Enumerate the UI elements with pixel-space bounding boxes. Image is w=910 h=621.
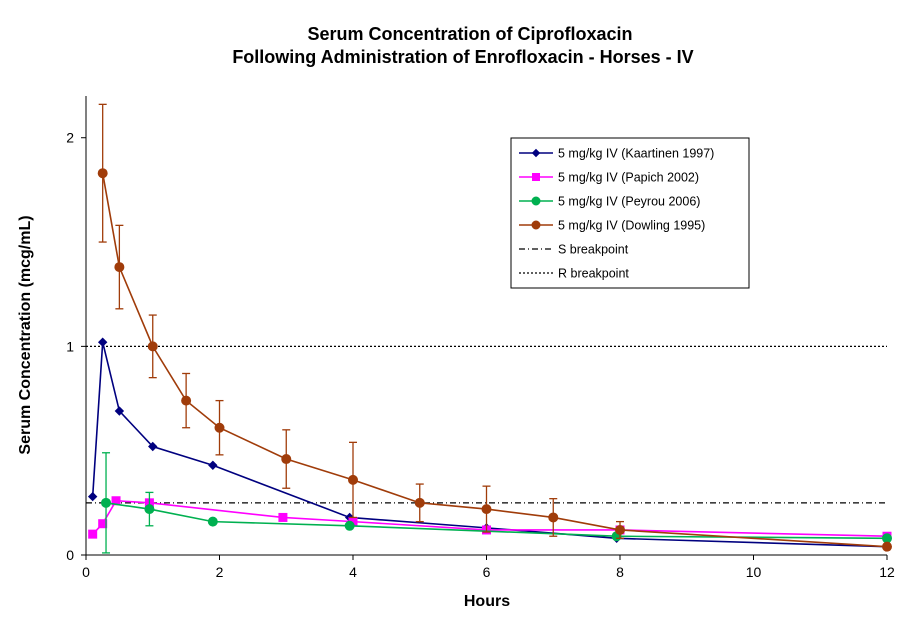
- legend-box: [510, 137, 750, 289]
- data-point: [97, 168, 108, 179]
- data-point: [114, 406, 125, 416]
- legend-label: S breakpoint: [558, 243, 629, 257]
- x-tick-label: 10: [746, 564, 762, 580]
- data-point: [114, 262, 125, 273]
- series-3: [97, 103, 892, 552]
- legend-swatch-marker: [531, 148, 541, 158]
- legend-swatch-marker: [531, 196, 541, 206]
- data-point: [348, 474, 358, 485]
- legend-label: 5 mg/kg IV (Papich 2002): [558, 171, 699, 185]
- legend-item-4: S breakpoint: [519, 243, 629, 257]
- x-tick-label: 4: [349, 564, 357, 580]
- legend-label: 5 mg/kg IV (Peyrou 2006): [558, 195, 700, 209]
- legend-swatch-marker: [532, 173, 540, 181]
- legend-item-2: 5 mg/kg IV (Peyrou 2006): [519, 195, 700, 209]
- data-point: [97, 337, 108, 347]
- series-2: [101, 452, 892, 554]
- legend-item-0: 5 mg/kg IV (Kaartinen 1997): [519, 147, 714, 161]
- series-line: [91, 342, 888, 548]
- y-tick-label: 1: [66, 338, 74, 354]
- chart-title-line-1: Serum Concentration of Ciprofloxacin: [307, 24, 632, 44]
- x-tick-label: 12: [879, 564, 895, 580]
- x-tick-label: 8: [616, 564, 624, 580]
- data-point: [281, 454, 292, 465]
- x-axis-label: Hours: [464, 593, 510, 610]
- x-tick-label: 2: [216, 564, 224, 580]
- x-tick-label: 6: [483, 564, 491, 580]
- data-point: [207, 516, 218, 527]
- data-point: [882, 533, 892, 544]
- data-point: [148, 441, 158, 452]
- data-point: [88, 529, 98, 539]
- data-point: [181, 395, 192, 406]
- data-point: [214, 422, 225, 433]
- data-point: [208, 460, 218, 470]
- data-point: [101, 497, 112, 508]
- legend-swatch-marker: [531, 220, 541, 230]
- legend: 5 mg/kg IV (Kaartinen 1997) 5 mg/kg IV (P…: [510, 137, 750, 289]
- legend-label: 5 mg/kg IV (Dowling 1995): [558, 219, 705, 233]
- data-point: [144, 504, 155, 515]
- series-line: [105, 502, 888, 540]
- data-point: [481, 504, 492, 515]
- data-point: [414, 497, 425, 508]
- data-point: [87, 491, 98, 502]
- legend-label: R breakpoint: [558, 267, 629, 281]
- y-tick-label: 2: [66, 130, 74, 146]
- y-axis-label: Serum Concentration (mcg/mL): [17, 215, 34, 454]
- y-tick-label: 0: [66, 547, 74, 563]
- data-point: [548, 512, 559, 523]
- series-line: [101, 173, 888, 548]
- legend-item-3: 5 mg/kg IV (Dowling 1995): [519, 219, 705, 233]
- chart-title-line-2: Following Administration of Enrofloxacin…: [232, 47, 693, 67]
- data-point: [147, 341, 158, 352]
- legend-item-1: 5 mg/kg IV (Papich 2002): [519, 171, 699, 185]
- data-point: [615, 524, 625, 535]
- legend-label: 5 mg/kg IV (Kaartinen 1997): [558, 147, 714, 161]
- x-tick-label: 0: [82, 564, 90, 580]
- data-point: [278, 512, 288, 522]
- legend-item-5: R breakpoint: [519, 267, 629, 281]
- data-point: [882, 541, 892, 552]
- data-point: [98, 519, 108, 529]
- data-point: [344, 520, 355, 531]
